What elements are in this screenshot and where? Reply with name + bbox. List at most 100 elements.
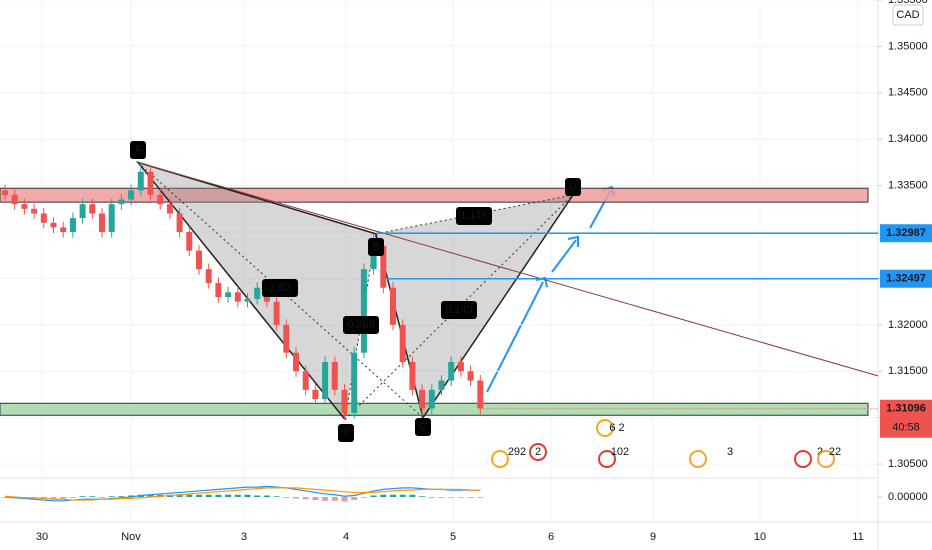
event-label: 292 (508, 446, 526, 458)
histogram-bar (215, 494, 222, 497)
event-icon (794, 450, 812, 468)
candle-body (467, 371, 474, 381)
candle-body (419, 389, 426, 409)
candle-body (302, 371, 309, 390)
last-price-label: 1.31096 (886, 403, 926, 415)
countdown: 40:58 (892, 422, 920, 434)
candle-body (40, 213, 47, 223)
candle-body (477, 380, 484, 409)
histogram-bar (128, 495, 135, 497)
candle-body (21, 204, 28, 209)
candle-body (283, 324, 290, 353)
candle-body (370, 245, 377, 270)
x-tick-label: 3 (241, 531, 247, 543)
y-tick-label: 1.30500 (888, 458, 928, 470)
candle-body (157, 194, 164, 205)
histogram-bar (331, 497, 338, 501)
ratio-box (343, 316, 379, 334)
event-label: 6 2 (609, 422, 624, 434)
event-label: 2 (535, 446, 541, 458)
histogram-bar (244, 494, 251, 497)
histogram-bar (409, 494, 416, 497)
histogram-bar (234, 494, 241, 497)
histogram-bar (50, 497, 57, 499)
candle-body (244, 298, 251, 302)
histogram-bar (196, 494, 202, 497)
candle-body (205, 269, 212, 284)
ratio-box (262, 279, 298, 297)
pattern-point-label: X (342, 427, 350, 439)
candle-body (254, 287, 261, 299)
candle-body (137, 171, 144, 191)
candle-body (331, 361, 338, 390)
candle-body (399, 324, 406, 362)
event-icon (817, 450, 835, 468)
pattern-point-box (368, 238, 384, 256)
candle-body (89, 204, 96, 214)
y-tick-label: 1.33500 (888, 180, 928, 192)
level-label-box (880, 224, 932, 243)
ratio-label: 1.178 (460, 210, 488, 222)
histogram-bar (341, 497, 348, 502)
y-tick-label: 1.32000 (888, 319, 928, 331)
candle-body (118, 199, 125, 205)
x-tick-label: 5 (450, 531, 456, 543)
y-tick-label: 1.35500 (888, 0, 928, 6)
histogram-bar (312, 497, 319, 501)
event-icon (529, 443, 547, 461)
candle-body (108, 204, 115, 233)
candle-body (390, 287, 396, 325)
arrow (486, 281, 544, 393)
histogram-bar (428, 497, 435, 498)
candle-body (196, 250, 202, 270)
candle-body (215, 283, 222, 298)
histogram-bar (273, 496, 280, 497)
event-icon (689, 450, 707, 468)
candle-body (438, 380, 445, 390)
histogram-bar (360, 497, 367, 498)
candle-body (60, 227, 67, 233)
histogram-bar (60, 497, 67, 499)
candle-body (380, 245, 387, 288)
x-tick-label: 30 (36, 531, 48, 543)
histogram-bar (351, 497, 358, 501)
arrow-head (567, 235, 579, 247)
histogram-bar (477, 497, 484, 498)
x-tick-label: 9 (650, 531, 656, 543)
last-price-box (880, 399, 932, 438)
x-tick-label: 10 (754, 531, 766, 543)
histogram-bar (322, 497, 329, 501)
candle-body (225, 292, 232, 298)
histogram-bar (79, 496, 86, 497)
zone (0, 187, 869, 203)
histogram-bar (186, 494, 193, 497)
level-label-box (880, 269, 932, 288)
candle-body (128, 190, 135, 200)
candle-body (428, 389, 435, 409)
trendline (137, 161, 879, 377)
x-tick-label: Nov (121, 531, 141, 543)
histogram-bar (283, 497, 290, 498)
level-label: 1.32497 (886, 273, 926, 285)
histogram-bar (176, 494, 183, 497)
histogram-bar (419, 496, 426, 497)
pattern-point-box (130, 141, 146, 159)
event-label: 22 (829, 446, 841, 458)
histogram-bar (225, 494, 232, 497)
candle-body (351, 352, 358, 414)
y-tick-label: 1.34000 (888, 133, 928, 145)
pattern-point-label: A (134, 144, 142, 156)
histogram-bar (40, 497, 47, 499)
histogram-bar (448, 497, 455, 498)
pattern-point-box (338, 424, 354, 442)
candle-body (234, 292, 241, 302)
pattern-point-box (565, 178, 581, 196)
histogram-bar (147, 494, 154, 497)
histogram-bar (205, 494, 212, 497)
event-label: 3 (727, 446, 733, 458)
histogram-bar (467, 497, 474, 498)
candle-body (69, 218, 76, 233)
x-tick-label: 6 (548, 531, 554, 543)
candle-body (293, 352, 299, 372)
